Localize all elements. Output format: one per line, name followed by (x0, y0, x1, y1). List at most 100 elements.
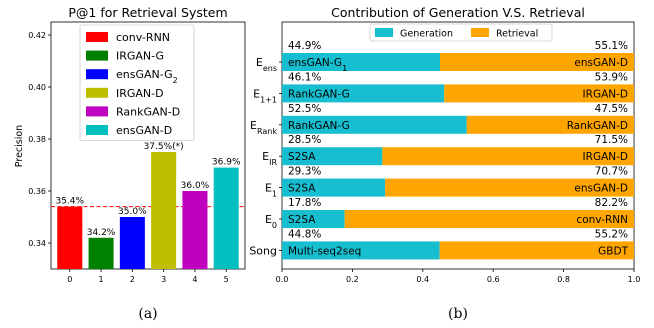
category-label: ERank (250, 119, 277, 136)
generation-segment (282, 84, 445, 103)
generation-percent: 52.5% (288, 103, 321, 115)
retrieval-segment (344, 210, 634, 228)
generation-model-label: ensGAN-G1 (288, 57, 347, 73)
category-label: E1 (265, 182, 277, 199)
retrieval-percent: 82.2% (595, 197, 628, 209)
legend-swatch (86, 125, 108, 135)
generation-segment (282, 53, 441, 71)
x-tick-label: 0.4 (416, 275, 429, 284)
retrieval-percent: 55.1% (595, 40, 628, 52)
legend-swatch (471, 28, 489, 37)
x-tick-label: 5 (224, 275, 229, 284)
right-plot-frame (281, 21, 635, 270)
bar (119, 217, 145, 269)
generation-percent: 28.5% (288, 134, 321, 146)
retrieval-percent: 70.7% (595, 166, 628, 178)
retrieval-model-label: conv-RNN (576, 214, 628, 226)
left-plot-frame (50, 21, 246, 270)
x-tick-label: 0.0 (276, 275, 289, 284)
bar-data-label: 36.0% (181, 181, 210, 191)
legend-label: ensGAN-D (116, 124, 172, 137)
legend-label: conv-RNN (116, 31, 170, 44)
bar-data-label: 36.9% (212, 158, 241, 168)
x-tick-label: 0 (67, 275, 72, 284)
x-tick-label: 0.2 (346, 275, 359, 284)
right-sublabel: (b) (448, 306, 468, 322)
legend-swatch (86, 106, 108, 117)
generation-percent: 44.9% (288, 40, 321, 52)
y-tick-label: 0.40 (28, 83, 46, 92)
generation-segment (282, 147, 383, 166)
left-tick-group: 0.34 0.36 0.38 0.40 0.42 0 1 2 3 4 5 (28, 31, 229, 284)
legend-label: Generation (400, 29, 453, 40)
bar-data-label: 35.4% (55, 197, 84, 207)
legend-swatch (86, 69, 108, 80)
retrieval-model-label: ensGAN-D (574, 183, 628, 195)
category-label: EIR (262, 150, 277, 167)
legend-label: ensGAN-G2 (116, 68, 178, 85)
retrieval-percent: 55.2% (595, 228, 628, 240)
legend-swatch (375, 28, 393, 37)
left-sublabel: (a) (138, 306, 157, 322)
legend-label: RankGAN-D (116, 105, 180, 118)
right-bar-group: Eens 44.9% 55.1% ensGAN-G1 ensGAN-D E1+1 46.1%… (249, 40, 634, 260)
generation-segment (282, 178, 386, 197)
bar-data-label: 37.5%(*) (144, 142, 184, 152)
generation-percent: 44.8% (288, 228, 321, 240)
right-chart: Contribution of Generation V.S. Retrieva… (249, 5, 640, 322)
generation-segment (282, 241, 440, 260)
retrieval-model-label: RankGAN-D (567, 120, 628, 132)
generation-model-label: S2SA (288, 214, 316, 226)
generation-model-label: RankGAN-G (288, 120, 350, 132)
retrieval-percent: 47.5% (595, 103, 628, 115)
retrieval-model-label: IRGAN-D (583, 151, 628, 163)
retrieval-model-label: IRGAN-D (583, 88, 628, 100)
x-tick-label: 0.8 (557, 275, 570, 284)
bar (151, 152, 177, 269)
y-tick-label: 0.42 (28, 31, 46, 40)
bar-data-label: 34.2% (87, 228, 116, 238)
generation-segment (282, 210, 345, 228)
legend-swatch (86, 50, 108, 61)
legend-swatch (86, 32, 108, 42)
x-tick-label: 4 (192, 275, 197, 284)
left-bar-group: 35.4% 34.2% 35.0% 37.5%(*) 36.0% 36.9% (55, 142, 241, 269)
bar (182, 191, 208, 269)
generation-percent: 46.1% (288, 71, 321, 83)
bar (213, 167, 239, 269)
retrieval-segment (444, 84, 634, 103)
retrieval-segment (439, 241, 634, 260)
retrieval-segment (440, 53, 634, 71)
y-tick-label: 0.36 (28, 187, 46, 196)
retrieval-percent: 71.5% (595, 134, 628, 146)
x-tick-label: 1.0 (628, 275, 641, 284)
generation-model-label: S2SA (288, 183, 316, 195)
generation-percent: 17.8% (288, 197, 321, 209)
y-tick-label: 0.34 (28, 239, 46, 248)
left-y-axis-label: Precision (14, 125, 25, 167)
left-chart-title: P@1 for Retrieval System (68, 5, 227, 20)
retrieval-model-label: ensGAN-D (574, 57, 628, 69)
category-label: Eens (256, 56, 277, 73)
legend-label: IRGAN-D (116, 87, 164, 100)
retrieval-segment (466, 115, 634, 134)
right-legend: Generation Retrieval (369, 23, 553, 42)
category-label: E0 (265, 213, 277, 230)
bar (57, 206, 83, 269)
x-tick-label: 2 (130, 275, 135, 284)
bar-data-label: 35.0% (118, 207, 147, 217)
generation-model-label: S2SA (288, 151, 316, 163)
retrieval-segment (382, 147, 634, 166)
left-legend: conv-RNN IRGAN-G ensGAN-G2 IRGAN-D RankGAN-D… (79, 24, 195, 141)
generation-percent: 29.3% (288, 166, 321, 178)
legend-label: IRGAN-G (116, 50, 164, 63)
left-chart: P@1 for Retrieval System Precision 0.34 0… (14, 5, 246, 322)
retrieval-percent: 53.9% (595, 71, 628, 83)
retrieval-segment (385, 178, 634, 197)
generation-model-label: RankGAN-G (288, 88, 350, 100)
right-chart-title: Contribution of Generation V.S. Retrieva… (331, 5, 585, 20)
legend-box (369, 23, 553, 42)
x-tick-label: 0.6 (487, 275, 500, 284)
legend-label: Retrieval (496, 29, 538, 40)
